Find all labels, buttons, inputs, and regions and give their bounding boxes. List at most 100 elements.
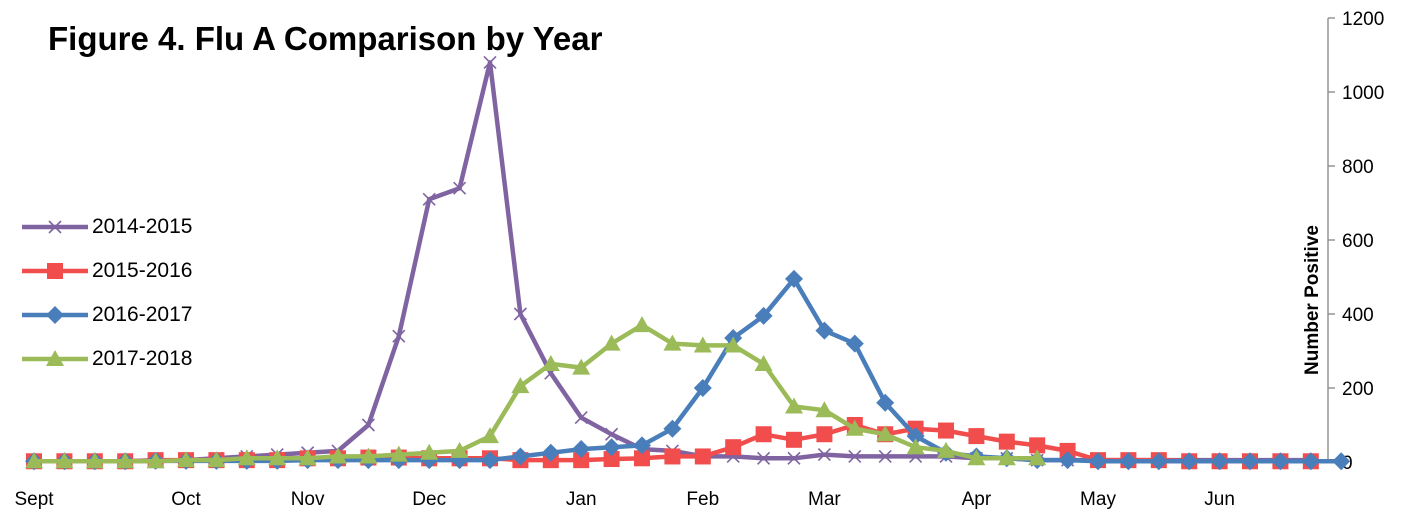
data-point	[1180, 452, 1199, 471]
data-point	[511, 377, 530, 394]
data-point	[664, 448, 681, 465]
data-point	[1029, 437, 1046, 454]
legend-label: 2016-2017	[92, 303, 193, 326]
data-point	[298, 449, 317, 466]
legend-item: 2016-2017	[20, 293, 192, 337]
data-point	[146, 452, 165, 469]
data-point	[541, 354, 560, 371]
data-point	[785, 269, 803, 288]
y-tick-label: 1200	[1342, 9, 1384, 30]
data-point	[848, 449, 862, 464]
data-point	[177, 451, 195, 468]
data-point	[422, 192, 436, 206]
data-point	[329, 447, 347, 464]
data-point	[816, 426, 833, 443]
data-point	[906, 427, 925, 446]
x-tick-label: Feb	[686, 489, 719, 510]
x-tick-label: Sept	[14, 489, 54, 510]
x-tick-label: May	[1080, 489, 1116, 510]
data-point	[878, 449, 892, 464]
data-point	[483, 55, 497, 69]
data-point	[1089, 452, 1107, 471]
y-tick-label: 400	[1342, 305, 1374, 326]
data-point	[1028, 449, 1047, 466]
series-2017-2018	[25, 316, 1047, 469]
data-point	[968, 428, 985, 445]
data-point	[693, 379, 712, 397]
data-point	[1332, 452, 1351, 471]
x-tick-label: Jun	[1204, 489, 1235, 510]
data-point	[815, 401, 834, 418]
legend-marker	[48, 220, 62, 234]
legend-marker	[46, 350, 64, 366]
data-point	[574, 411, 588, 425]
legend-item: 2014-2015	[20, 205, 192, 249]
data-point	[541, 443, 560, 462]
data-point	[237, 449, 256, 466]
data-point	[25, 452, 43, 469]
series-2014-2015	[27, 55, 1318, 468]
data-point	[1119, 452, 1138, 471]
data-point	[116, 452, 135, 469]
data-point	[694, 448, 711, 465]
y-tick-label: 600	[1342, 231, 1374, 252]
y-tick-label: 1000	[1342, 83, 1384, 104]
legend-swatch	[22, 220, 88, 234]
x-tick-label: Dec	[412, 489, 446, 510]
data-point	[511, 447, 530, 466]
data-point	[757, 451, 771, 465]
data-point	[361, 418, 375, 432]
data-point	[845, 334, 864, 353]
legend-item: 2017-2018	[20, 337, 192, 381]
data-point	[937, 441, 955, 458]
data-point	[481, 451, 499, 470]
data-point	[602, 334, 621, 351]
y-tick-label: 200	[1342, 379, 1374, 400]
data-point	[602, 438, 621, 457]
legend-item: 2015-2016	[20, 249, 192, 293]
data-point	[663, 419, 682, 438]
data-point	[55, 452, 74, 469]
data-point	[906, 438, 925, 455]
y-axis-title: Number Positive	[1302, 225, 1323, 375]
chart-legend: 2014-2015 2015-2016 2016-2017 2017-2018	[20, 205, 192, 381]
legend-label: 2017-2018	[92, 347, 193, 370]
data-point	[1149, 452, 1168, 471]
data-point	[1058, 451, 1077, 470]
data-point	[513, 307, 527, 321]
data-point	[755, 426, 772, 443]
data-point	[389, 445, 408, 462]
data-point	[693, 336, 712, 353]
data-point	[845, 419, 864, 436]
data-point	[605, 427, 619, 441]
data-point	[85, 452, 104, 469]
data-point	[786, 431, 802, 448]
data-point	[420, 443, 439, 460]
series-line	[34, 276, 1342, 464]
data-point	[572, 440, 591, 459]
data-point	[1271, 452, 1290, 471]
legend-label: 2015-2016	[92, 259, 193, 282]
data-point	[1210, 452, 1229, 471]
data-point	[481, 427, 499, 444]
y-tick-label: 800	[1342, 157, 1374, 178]
x-tick-label: Apr	[962, 489, 992, 510]
series-line	[34, 60, 1311, 464]
data-point	[998, 433, 1015, 450]
series-2016-2017	[25, 269, 1351, 471]
x-tick-label: Jan	[566, 489, 597, 510]
data-point	[207, 451, 226, 468]
data-point	[938, 422, 954, 439]
data-point	[663, 334, 682, 351]
data-point	[572, 358, 591, 375]
data-point	[1241, 452, 1259, 471]
data-point	[725, 439, 742, 456]
legend-label: 2014-2015	[92, 215, 193, 238]
data-point	[634, 450, 650, 467]
series-line	[34, 322, 1038, 464]
data-point	[787, 451, 801, 465]
data-point	[785, 397, 803, 414]
data-point	[450, 441, 469, 458]
legend-swatch	[22, 350, 88, 366]
data-point	[268, 449, 287, 466]
